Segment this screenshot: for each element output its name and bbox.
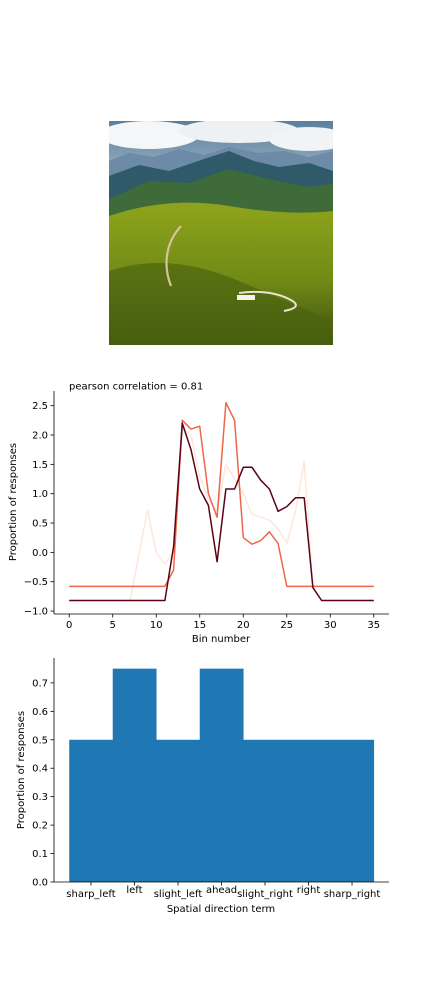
y-tick-label: 0.5 <box>32 735 48 746</box>
x-tick-label: right <box>297 885 321 896</box>
landscape-photo <box>109 121 333 345</box>
bar-chart: sharp_left left slight_left ahead slight_rig… <box>16 658 389 915</box>
x-axis-ticks: sharp_left left slight_left ahead slight_rig… <box>66 882 380 900</box>
y-tick-label: 1.5 <box>32 460 48 471</box>
y-tick-label: 0.6 <box>32 707 48 718</box>
y-tick-label: 0.3 <box>32 792 48 803</box>
x-tick-label: 15 <box>193 620 206 631</box>
y-tick-label: 0.1 <box>32 849 48 860</box>
x-tick-label: left <box>126 885 142 896</box>
x-tick-label: 10 <box>150 620 163 631</box>
y-tick-label: 0.2 <box>32 821 48 832</box>
y-tick-label: 0.4 <box>32 764 48 775</box>
y-axis-label: Proportion of responses <box>8 443 19 561</box>
x-tick-label: ahead <box>206 885 237 896</box>
x-tick-label: 35 <box>367 620 380 631</box>
bar-right <box>286 739 331 882</box>
line-series-group <box>69 401 374 602</box>
bar-group <box>69 668 375 882</box>
y-tick-label: 0.0 <box>32 878 48 889</box>
y-tick-label: 2.5 <box>32 401 48 412</box>
x-tick-label: slight_left <box>154 889 203 900</box>
y-tick-label: −0.5 <box>24 577 48 588</box>
x-tick-label: slight_right <box>237 889 293 900</box>
bar-sharp-left <box>69 739 114 882</box>
y-tick-label: 1.0 <box>32 489 48 500</box>
bar-left <box>112 668 157 882</box>
y-tick-label: 0.5 <box>32 519 48 530</box>
x-axis-ticks: 0 5 10 15 20 25 30 35 <box>66 614 380 631</box>
y-axis-label: Proportion of responses <box>16 711 27 829</box>
line-chart-title: pearson correlation = 0.81 <box>69 382 203 393</box>
bar-sharp-right <box>330 739 375 882</box>
x-tick-label: 20 <box>237 620 250 631</box>
y-axis-ticks: −1.0 −0.5 0.0 0.5 1.0 1.5 2.0 2.5 <box>24 401 54 618</box>
line-series-2 <box>69 401 374 588</box>
x-tick-label: sharp_left <box>66 889 115 900</box>
y-tick-label: 2.0 <box>32 431 48 442</box>
bar-slight-right <box>243 739 288 882</box>
x-axis-label: Spatial direction term <box>167 904 275 915</box>
line-chart-plot-area: 0 5 10 15 20 25 30 35 −1.0 −0.5 0.0 0.5 1.0 1.5 2.0 2.… <box>24 391 389 631</box>
x-tick-label: sharp_right <box>324 889 381 900</box>
line-chart: pearson correlation = 0.81 0 5 10 15 20 25 30 3… <box>8 382 389 645</box>
line-series-3 <box>69 422 374 602</box>
y-tick-label: −1.0 <box>24 607 48 618</box>
x-tick-label: 5 <box>110 620 116 631</box>
y-tick-label: 0.0 <box>32 548 48 559</box>
x-tick-label: 25 <box>280 620 293 631</box>
y-axis-ticks: 0.0 0.1 0.2 0.3 0.4 0.5 0.6 0.7 <box>32 678 54 889</box>
x-tick-label: 0 <box>66 620 72 631</box>
x-axis-label: Bin number <box>192 634 251 645</box>
bar-ahead <box>199 668 244 882</box>
bar-slight-left <box>156 739 201 882</box>
y-tick-label: 0.7 <box>32 678 48 689</box>
x-tick-label: 30 <box>324 620 337 631</box>
